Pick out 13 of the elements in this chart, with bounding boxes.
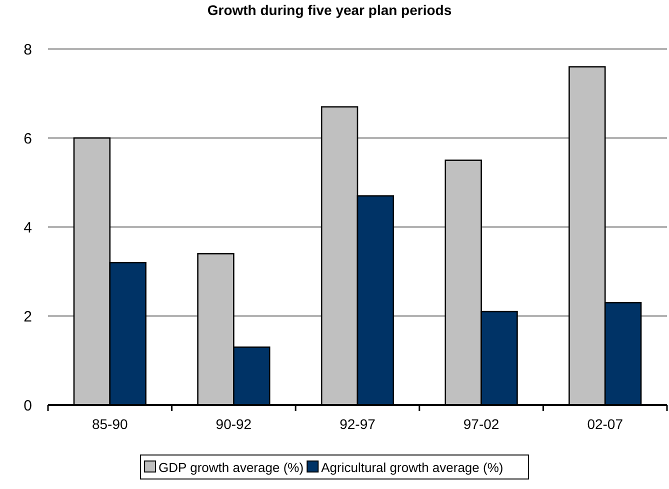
x-tick-label: 97-02	[463, 416, 500, 432]
legend-label: GDP growth average (%)	[158, 460, 304, 475]
x-tick-label: 02-07	[587, 416, 624, 432]
y-tick-label: 0	[24, 397, 32, 414]
x-tick-label: 92-97	[340, 416, 376, 432]
legend-label: Agricultural growth average (%)	[321, 460, 504, 475]
y-tick-label: 6	[24, 130, 32, 148]
x-tick-label: 85-90	[92, 416, 128, 432]
x-tick-label: 90-92	[216, 416, 252, 432]
y-tick-label: 4	[24, 219, 32, 236]
y-tick-label: 8	[24, 41, 32, 58]
chart-title: Growth during five year plan periods	[207, 2, 452, 18]
y-tick-label: 2	[24, 308, 32, 326]
